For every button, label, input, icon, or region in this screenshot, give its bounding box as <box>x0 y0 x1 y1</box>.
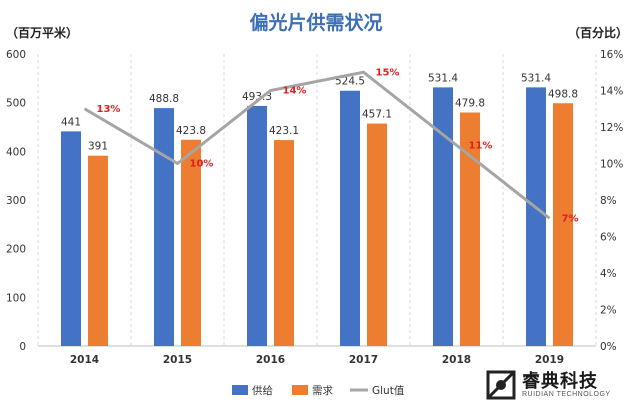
bar-demand <box>181 139 201 346</box>
line-data-label: 7% <box>562 213 579 224</box>
y2-tick-label: 2% <box>600 305 617 317</box>
bar-data-label: 498.8 <box>548 88 578 100</box>
x-tick-label: 2017 <box>349 354 378 366</box>
left-axis-unit: （百万平米） <box>6 26 79 40</box>
y-tick-label: 300 <box>6 195 26 207</box>
x-tick-label: 2014 <box>70 354 99 366</box>
bar-data-label: 423.1 <box>269 125 299 137</box>
bar-data-label: 479.8 <box>455 97 485 109</box>
y2-tick-label: 14% <box>600 86 623 98</box>
bar-data-label: 423.8 <box>176 125 206 137</box>
y2-tick-label: 6% <box>600 232 617 244</box>
y2-tick-label: 0% <box>600 341 617 353</box>
legend-label: 需求 <box>312 385 333 397</box>
logo: 睿典科技 RUIDIAN TECHNOLOGY <box>484 366 630 404</box>
bar-data-label: 524.5 <box>335 76 365 88</box>
legend-label: Glut值 <box>372 384 405 397</box>
y2-tick-label: 8% <box>600 195 617 207</box>
logo-subtitle: RUIDIAN TECHNOLOGY <box>522 391 611 398</box>
y-tick-label: 600 <box>6 49 26 61</box>
chart-title: 偏光片供需状况 <box>249 12 383 34</box>
bar-demand <box>274 140 294 346</box>
y-tick-label: 0 <box>19 341 26 353</box>
y-tick-label: 100 <box>6 292 26 304</box>
y2-tick-label: 16% <box>600 49 623 61</box>
x-tick-label: 2016 <box>256 354 285 366</box>
line-data-label: 14% <box>283 86 307 97</box>
y-tick-label: 200 <box>6 244 26 256</box>
x-tick-label: 2018 <box>442 354 471 366</box>
bar-supply <box>433 87 453 347</box>
y-tick-label: 400 <box>6 146 26 158</box>
bar-demand <box>553 103 573 346</box>
right-axis-unit: （百分比） <box>567 26 628 40</box>
y-tick-label: 500 <box>6 98 26 110</box>
legend-swatch <box>292 385 308 395</box>
line-data-label: 15% <box>376 67 400 78</box>
line-data-label: 10% <box>190 159 214 170</box>
bar-data-label: 441 <box>61 116 81 128</box>
bar-data-label: 488.8 <box>149 93 179 105</box>
bar-supply <box>526 87 546 347</box>
logo-name: 睿典科技 <box>522 371 598 392</box>
legend-swatch <box>232 385 248 395</box>
x-tick-label: 2019 <box>535 354 564 366</box>
x-tick-label: 2015 <box>163 354 192 366</box>
bar-data-label: 457.1 <box>362 109 392 121</box>
bar-data-label: 531.4 <box>428 72 458 84</box>
y2-tick-label: 4% <box>600 268 617 280</box>
logo-mark-icon <box>486 370 516 400</box>
y2-tick-label: 10% <box>600 159 623 171</box>
bar-demand <box>460 112 480 346</box>
line-glut <box>83 70 551 220</box>
bar-demand <box>367 123 387 346</box>
legend-label: 供给 <box>252 384 273 397</box>
y2-tick-label: 12% <box>600 122 623 134</box>
bar-supply <box>154 108 174 346</box>
bar-supply <box>340 90 360 346</box>
bar-supply <box>61 131 81 346</box>
bar-demand <box>88 155 108 346</box>
bar-data-label: 391 <box>88 141 108 153</box>
line-data-label: 11% <box>469 140 493 151</box>
line-data-label: 13% <box>97 104 121 115</box>
bar-supply <box>247 105 267 346</box>
bar-data-label: 531.4 <box>521 72 551 84</box>
